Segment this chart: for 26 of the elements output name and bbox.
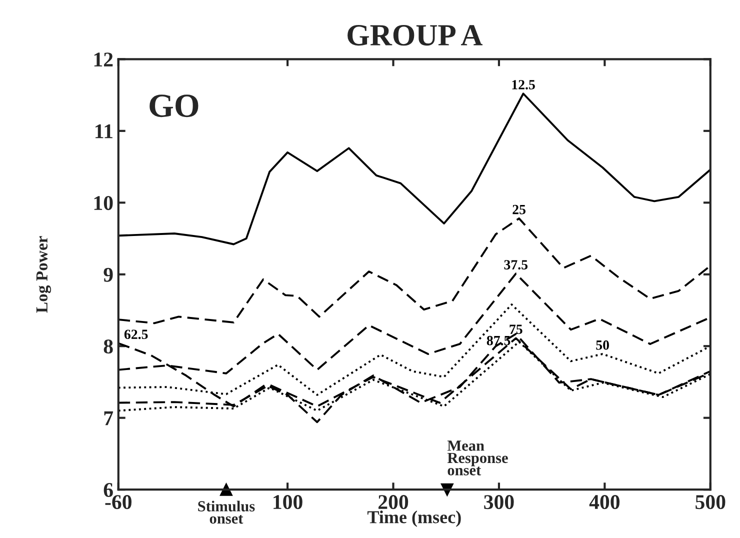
x-tick-label: 100 — [274, 495, 302, 510]
x-tick-label: 400 — [589, 495, 620, 510]
chart-title: GROUP A — [348, 25, 483, 46]
x-axis-title: Time (msec) — [367, 510, 461, 527]
y-tick-label: 8 — [104, 339, 113, 354]
series-label: 12.5 — [512, 80, 535, 90]
y-tick-label: 11 — [96, 124, 112, 138]
series-label: 50 — [596, 340, 609, 350]
x-tick-label: 500 — [696, 495, 726, 510]
y-axis-title: Log Power — [36, 236, 52, 313]
annotation: GO — [150, 94, 198, 118]
series-label: 62.5 — [124, 330, 148, 340]
annotation: Stimulus onset — [198, 500, 255, 524]
series-label: 37.5 — [504, 260, 528, 270]
y-tick-label: 9 — [104, 268, 113, 282]
y-tick-label: 6 — [104, 483, 113, 498]
x-tick-label: 200 — [378, 495, 408, 510]
x-tick-label: -60 — [105, 495, 132, 510]
annotation: Mean Response onset — [447, 440, 508, 476]
y-tick-label: 7 — [104, 411, 114, 426]
y-tick-label: 12 — [94, 52, 113, 66]
y-tick-label: 10 — [94, 196, 113, 210]
series-label: 87.5 — [486, 336, 510, 346]
x-tick-label: 300 — [484, 495, 514, 510]
series-label: 25 — [512, 204, 526, 214]
series-label: 75 — [510, 324, 522, 334]
